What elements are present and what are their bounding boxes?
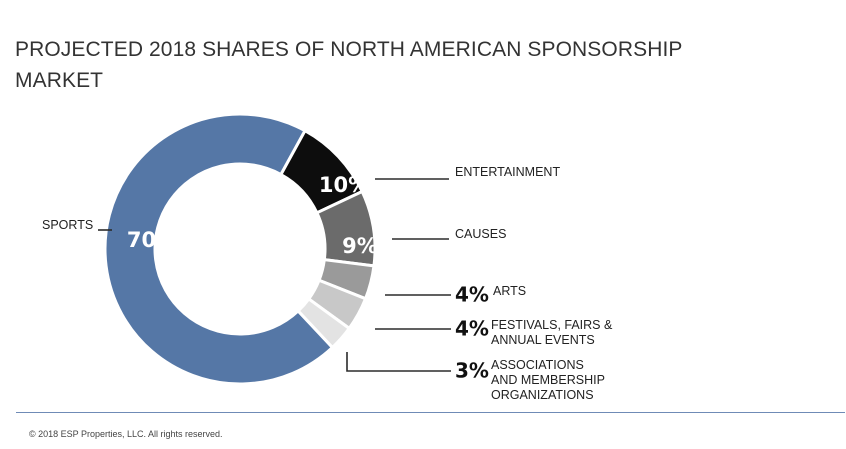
category-label-entertainment: ENTERTAINMENT — [455, 165, 560, 179]
value-label-sports: 70% — [127, 228, 177, 252]
footer-divider — [16, 412, 845, 413]
value-label-associations-and-membership-organizations: 3% — [455, 359, 489, 383]
value-label-entertainment: 10% — [319, 173, 369, 197]
category-label-associations-and-membership-organizations: ASSOCIATIONS AND MEMBERSHIP ORGANIZATIONS — [491, 358, 605, 402]
category-label-sports: SPORTS — [42, 218, 93, 232]
value-label-arts: 4% — [455, 283, 489, 307]
slice-sports — [103, 112, 335, 386]
category-label-arts: ARTS — [493, 284, 526, 298]
chart-title: PROJECTED 2018 SHARES OF NORTH AMERICAN … — [15, 38, 683, 92]
donut-chart: 70% 10% 9% 4% 4% 3% SPORTS ENTERTAINMENT CAUSES A… — [42, 112, 613, 402]
category-label-festivals-fairs-annual-events: FESTIVALS, FAIRS & ANNUAL EVENTS — [491, 318, 613, 347]
category-label-causes: CAUSES — [455, 227, 506, 241]
value-label-causes: 9% — [342, 234, 378, 258]
slice-associations-and-membership-organizations — [296, 296, 352, 350]
copyright-text: © 2018 ESP Properties, LLC. All rights r… — [29, 429, 223, 439]
leader-line-associations-and-membership-organizations — [346, 352, 451, 372]
value-label-festivals-fairs-annual-events: 4% — [455, 317, 489, 341]
